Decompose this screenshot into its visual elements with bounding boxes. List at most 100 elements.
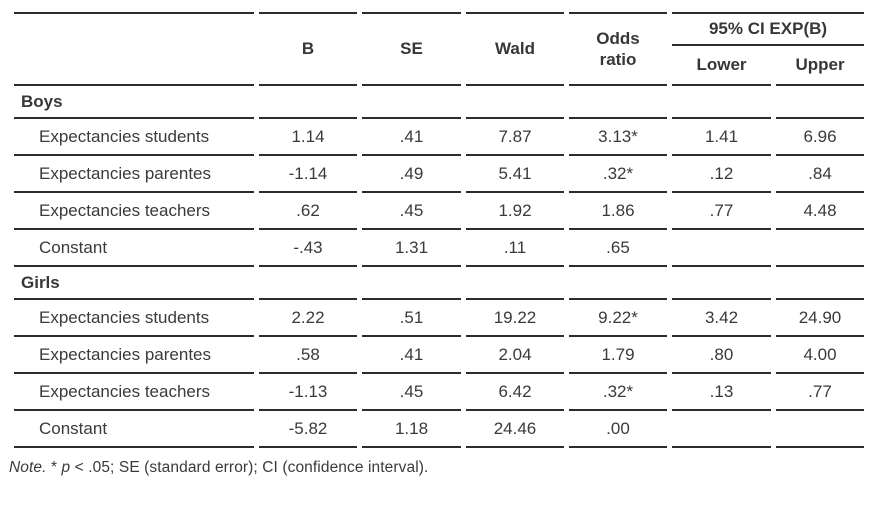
table-row: Expectancies parentes -1.14 .49 5.41 .32… [14, 156, 864, 193]
row-label: Expectancies teachers [14, 374, 254, 411]
odds-ratio-line1: Odds [596, 29, 640, 48]
table-note: Note. * p < .05; SE (standard error); CI… [9, 459, 878, 477]
table-body: Boys Expectancies students 1.14 .41 7.87… [14, 86, 864, 448]
cell-wald: 5.41 [466, 156, 564, 193]
cell-se: .45 [362, 374, 461, 411]
cell-upper: 4.48 [776, 193, 864, 230]
empty-cell [569, 86, 667, 119]
cell-upper [776, 411, 864, 448]
cell-wald: 24.46 [466, 411, 564, 448]
cell-se: .45 [362, 193, 461, 230]
table-header: B SE Wald Odds ratio 95% CI EXP(B) Lower… [14, 12, 864, 86]
cell-b: .58 [259, 337, 357, 374]
cell-wald: 19.22 [466, 300, 564, 337]
col-header-upper: Upper [776, 46, 864, 86]
cell-lower: 3.42 [672, 300, 771, 337]
empty-cell [466, 86, 564, 119]
note-word: Note. [9, 459, 47, 476]
row-label: Expectancies teachers [14, 193, 254, 230]
cell-odds: 3.13* [569, 119, 667, 156]
cell-lower: 1.41 [672, 119, 771, 156]
cell-b: -1.14 [259, 156, 357, 193]
col-header-lower: Lower [672, 46, 771, 86]
header-row-main: B SE Wald Odds ratio 95% CI EXP(B) [14, 12, 864, 86]
empty-cell [362, 86, 461, 119]
cell-odds: 1.79 [569, 337, 667, 374]
table-row: Expectancies students 1.14 .41 7.87 3.13… [14, 119, 864, 156]
empty-cell [776, 86, 864, 119]
table-row: Expectancies teachers -1.13 .45 6.42 .32… [14, 374, 864, 411]
empty-cell [362, 267, 461, 300]
cell-wald: 6.42 [466, 374, 564, 411]
empty-cell [672, 267, 771, 300]
cell-lower: .77 [672, 193, 771, 230]
row-label: Expectancies students [14, 119, 254, 156]
cell-b: -.43 [259, 230, 357, 267]
section-row-boys: Boys [14, 86, 864, 119]
cell-odds: 9.22* [569, 300, 667, 337]
col-header-odds-ratio: Odds ratio [569, 12, 667, 86]
empty-cell [569, 267, 667, 300]
cell-upper: 4.00 [776, 337, 864, 374]
section-label: Boys [14, 86, 254, 119]
cell-wald: .11 [466, 230, 564, 267]
cell-lower: .12 [672, 156, 771, 193]
cell-se: .41 [362, 119, 461, 156]
cell-wald: 1.92 [466, 193, 564, 230]
cell-b: 2.22 [259, 300, 357, 337]
note-star: * [46, 459, 62, 476]
cell-b: .62 [259, 193, 357, 230]
cell-upper: 6.96 [776, 119, 864, 156]
cell-se: 1.18 [362, 411, 461, 448]
cell-b: -1.13 [259, 374, 357, 411]
empty-cell [259, 267, 357, 300]
cell-odds: 1.86 [569, 193, 667, 230]
cell-upper: 24.90 [776, 300, 864, 337]
cell-lower [672, 411, 771, 448]
cell-lower: .80 [672, 337, 771, 374]
col-header-b: B [259, 12, 357, 86]
note-p-symbol: p [61, 459, 71, 476]
cell-upper [776, 230, 864, 267]
empty-cell [259, 86, 357, 119]
row-label: Expectancies parentes [14, 156, 254, 193]
cell-b: -5.82 [259, 411, 357, 448]
col-header-ci-spanner: 95% CI EXP(B) [672, 12, 864, 46]
cell-se: .41 [362, 337, 461, 374]
empty-cell [672, 86, 771, 119]
empty-cell [776, 267, 864, 300]
col-header-se: SE [362, 12, 461, 86]
row-label: Expectancies parentes [14, 337, 254, 374]
note-rest: < .05; SE (standard error); CI (confiden… [70, 459, 429, 476]
empty-cell [466, 267, 564, 300]
row-label: Constant [14, 230, 254, 267]
cell-odds: .00 [569, 411, 667, 448]
cell-odds: .32* [569, 156, 667, 193]
cell-se: .49 [362, 156, 461, 193]
col-header-wald: Wald [466, 12, 564, 86]
col-header-predictor [14, 12, 254, 86]
odds-ratio-line2: ratio [599, 50, 637, 69]
table-row: Expectancies students 2.22 .51 19.22 9.2… [14, 300, 864, 337]
cell-lower [672, 230, 771, 267]
table-row: Constant -5.82 1.18 24.46 .00 [14, 411, 864, 448]
cell-se: 1.31 [362, 230, 461, 267]
cell-odds: .65 [569, 230, 667, 267]
cell-upper: .84 [776, 156, 864, 193]
regression-results-table: B SE Wald Odds ratio 95% CI EXP(B) Lower… [9, 12, 869, 448]
section-row-girls: Girls [14, 267, 864, 300]
row-label: Constant [14, 411, 254, 448]
cell-b: 1.14 [259, 119, 357, 156]
cell-wald: 7.87 [466, 119, 564, 156]
header-row-ci: Lower Upper [14, 46, 864, 86]
table-row: Expectancies teachers .62 .45 1.92 1.86 … [14, 193, 864, 230]
cell-lower: .13 [672, 374, 771, 411]
cell-wald: 2.04 [466, 337, 564, 374]
section-label: Girls [14, 267, 254, 300]
row-label: Expectancies students [14, 300, 254, 337]
cell-se: .51 [362, 300, 461, 337]
cell-upper: .77 [776, 374, 864, 411]
table-row: Constant -.43 1.31 .11 .65 [14, 230, 864, 267]
table-row: Expectancies parentes .58 .41 2.04 1.79 … [14, 337, 864, 374]
